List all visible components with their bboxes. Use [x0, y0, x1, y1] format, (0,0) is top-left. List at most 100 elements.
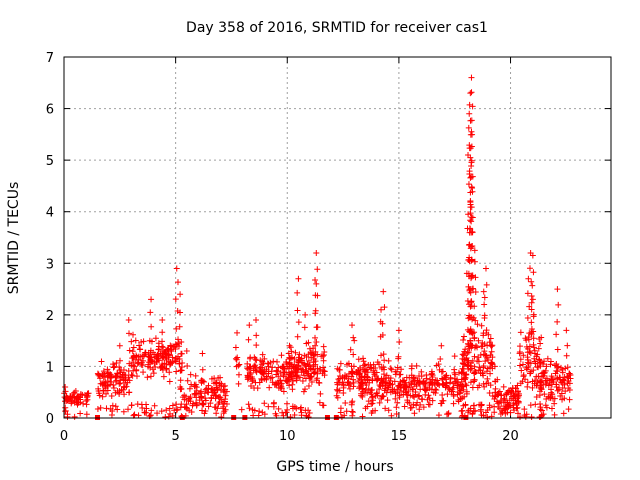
- data-point: [486, 339, 493, 346]
- data-point: [175, 336, 182, 343]
- data-point: [291, 355, 298, 362]
- data-point: [294, 333, 301, 340]
- data-point: [530, 269, 537, 276]
- data-point: [437, 400, 444, 407]
- data-point: [193, 384, 200, 391]
- data-point: [378, 364, 385, 371]
- data-point: [464, 225, 471, 232]
- data-point: [347, 381, 354, 388]
- data-point: [468, 273, 475, 280]
- data-point: [467, 145, 474, 152]
- data-point: [340, 389, 347, 396]
- data-point: [299, 377, 306, 384]
- data-point: [402, 379, 409, 386]
- data-point: [558, 390, 565, 397]
- data-point: [83, 397, 90, 404]
- data-point: [479, 343, 486, 350]
- data-point: [337, 360, 344, 367]
- data-point: [489, 342, 496, 349]
- data-point: [518, 367, 525, 374]
- data-point: [514, 382, 521, 389]
- data-point: [433, 379, 440, 386]
- data-point: [148, 338, 155, 345]
- data-point: [302, 386, 309, 393]
- data-point: [110, 364, 117, 371]
- data-point: [516, 413, 523, 420]
- data-point: [480, 362, 487, 369]
- data-point: [298, 369, 305, 376]
- data-point: [121, 384, 128, 391]
- data-point: [472, 317, 479, 324]
- data-point: [114, 370, 121, 377]
- data-point: [160, 373, 167, 380]
- chart-title: Day 358 of 2016, SRMTID for receiver cas…: [186, 20, 488, 36]
- data-point: [416, 392, 423, 399]
- data-point: [116, 357, 123, 364]
- data-point: [368, 410, 375, 417]
- data-point: [286, 342, 293, 349]
- data-point: [297, 374, 304, 381]
- data-point: [403, 389, 410, 396]
- data-point: [491, 409, 498, 416]
- data-point: [263, 366, 270, 373]
- data-point: [182, 404, 189, 411]
- data-point: [520, 352, 527, 359]
- data-point: [145, 363, 152, 370]
- data-point: [422, 384, 429, 391]
- data-point: [274, 358, 281, 365]
- data-point: [192, 390, 199, 397]
- data-point: [155, 340, 162, 347]
- data-point: [460, 337, 467, 344]
- data-point: [345, 360, 352, 367]
- data-point: [273, 367, 280, 374]
- data-point: [212, 392, 219, 399]
- data-point: [121, 372, 128, 379]
- data-point: [306, 362, 313, 369]
- data-point: [541, 358, 548, 365]
- data-point: [154, 351, 161, 358]
- data-point: [215, 401, 222, 408]
- data-point: [317, 390, 324, 397]
- data-point: [358, 374, 365, 381]
- data-point: [256, 368, 263, 375]
- data-point: [317, 367, 324, 374]
- data-point: [250, 412, 257, 419]
- data-point: [246, 405, 253, 412]
- data-point: [159, 338, 166, 345]
- data-point: [280, 388, 287, 395]
- data-point: [129, 348, 136, 355]
- data-point: [410, 386, 417, 393]
- data-point: [189, 402, 196, 409]
- data-point: [321, 372, 328, 379]
- data-point: [129, 354, 136, 361]
- data-point: [359, 386, 366, 393]
- data-point: [374, 389, 381, 396]
- data-point: [376, 386, 383, 393]
- data-point: [566, 370, 573, 377]
- data-point: [205, 389, 212, 396]
- data-point: [481, 294, 488, 301]
- data-point: [216, 382, 223, 389]
- data-point: [557, 374, 564, 381]
- data-point: [478, 322, 485, 329]
- data-point: [485, 379, 492, 386]
- data-point: [164, 346, 171, 353]
- data-point: [468, 243, 475, 250]
- data-point: [253, 342, 260, 349]
- data-point: [467, 117, 474, 124]
- data-point: [158, 408, 165, 415]
- data-point: [381, 304, 388, 311]
- data-point: [533, 393, 540, 400]
- data-point: [334, 394, 341, 401]
- data-point: [221, 382, 228, 389]
- data-point: [468, 359, 475, 366]
- data-point: [313, 280, 320, 287]
- data-point: [100, 368, 107, 375]
- data-point: [312, 334, 319, 341]
- data-point: [467, 189, 474, 196]
- data-point: [538, 386, 545, 393]
- data-point: [467, 379, 474, 386]
- data-point: [562, 365, 569, 372]
- data-point: [487, 335, 494, 342]
- data-point: [468, 128, 475, 135]
